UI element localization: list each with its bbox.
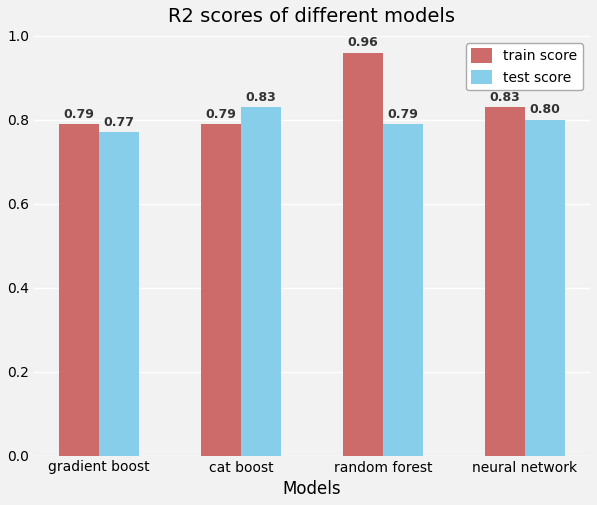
Bar (201, 124, 241, 456)
Bar (241, 107, 281, 456)
Bar (525, 120, 565, 456)
Bar (59, 124, 99, 456)
Legend: train score, test score: train score, test score (466, 43, 583, 90)
X-axis label: Models: Models (282, 480, 341, 498)
Text: 0.77: 0.77 (103, 116, 134, 129)
Text: 0.79: 0.79 (205, 108, 236, 121)
Text: 0.80: 0.80 (530, 104, 561, 117)
Bar (343, 53, 383, 456)
Title: R2 scores of different models: R2 scores of different models (168, 7, 456, 26)
Text: 0.96: 0.96 (347, 36, 378, 49)
Bar (485, 107, 525, 456)
Text: 0.79: 0.79 (387, 108, 418, 121)
Bar (99, 132, 139, 456)
Bar (383, 124, 423, 456)
Text: 0.83: 0.83 (245, 91, 276, 104)
Text: 0.79: 0.79 (63, 108, 94, 121)
Text: 0.83: 0.83 (490, 91, 521, 104)
